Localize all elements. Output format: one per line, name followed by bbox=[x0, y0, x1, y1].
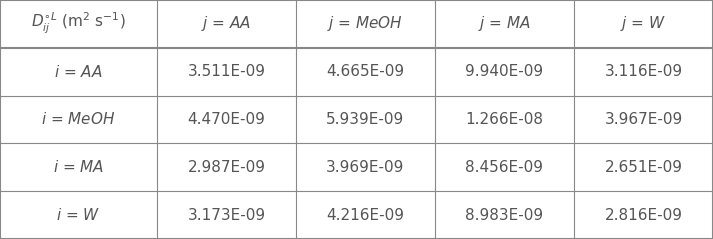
Text: $D^{\circ L}_{ij}$ (m$^2$ s$^{-1}$): $D^{\circ L}_{ij}$ (m$^2$ s$^{-1}$) bbox=[31, 11, 125, 37]
Text: 8.983E-09: 8.983E-09 bbox=[466, 208, 543, 223]
Text: $j$ = W: $j$ = W bbox=[620, 14, 667, 33]
Text: $i$ = AA: $i$ = AA bbox=[54, 64, 103, 80]
Text: $i$ = W: $i$ = W bbox=[56, 207, 101, 223]
Text: 3.969E-09: 3.969E-09 bbox=[327, 160, 404, 175]
Text: 3.173E-09: 3.173E-09 bbox=[188, 208, 265, 223]
Text: $i$ = MA: $i$ = MA bbox=[53, 159, 104, 175]
Text: 4.665E-09: 4.665E-09 bbox=[327, 64, 404, 79]
Text: 3.967E-09: 3.967E-09 bbox=[605, 112, 682, 127]
Text: 9.940E-09: 9.940E-09 bbox=[466, 64, 543, 79]
Text: 3.116E-09: 3.116E-09 bbox=[605, 64, 682, 79]
Text: 8.456E-09: 8.456E-09 bbox=[466, 160, 543, 175]
Text: 3.511E-09: 3.511E-09 bbox=[188, 64, 265, 79]
Text: $i$ = MeOH: $i$ = MeOH bbox=[41, 112, 116, 127]
Text: $j$ = AA: $j$ = AA bbox=[201, 14, 252, 33]
Text: 1.266E-08: 1.266E-08 bbox=[466, 112, 543, 127]
Text: 5.939E-09: 5.939E-09 bbox=[327, 112, 404, 127]
Text: 4.216E-09: 4.216E-09 bbox=[327, 208, 404, 223]
Text: $j$ = MA: $j$ = MA bbox=[478, 14, 531, 33]
Text: 4.470E-09: 4.470E-09 bbox=[188, 112, 265, 127]
Text: 2.987E-09: 2.987E-09 bbox=[188, 160, 265, 175]
Text: 2.816E-09: 2.816E-09 bbox=[605, 208, 682, 223]
Text: 2.651E-09: 2.651E-09 bbox=[605, 160, 682, 175]
Text: $j$ = MeOH: $j$ = MeOH bbox=[327, 14, 404, 33]
